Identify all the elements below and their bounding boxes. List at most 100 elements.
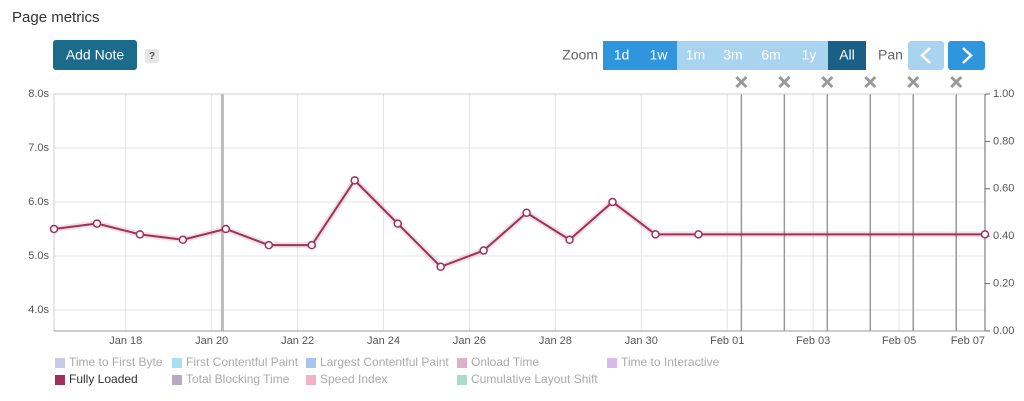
- remove-event-icon[interactable]: [907, 75, 920, 89]
- point-marker: [178, 235, 188, 245]
- y2-tick-label: 0.40: [993, 230, 1014, 242]
- remove-event-icon[interactable]: [735, 75, 748, 89]
- zoom-button-bg: [603, 41, 640, 70]
- legend-item[interactable]: Cumulative Layout Shift: [457, 372, 598, 386]
- legend-item[interactable]: Time to First Byte: [55, 355, 163, 369]
- legend-item[interactable]: Onload Time: [457, 355, 539, 369]
- point-marker: [393, 219, 402, 228]
- legend-swatch: [55, 375, 65, 385]
- line-shadow: [53, 175, 985, 271]
- remove-event-icon[interactable]: [864, 75, 877, 89]
- zoom-button-label: 3m: [723, 47, 742, 63]
- pan-left-bg: [908, 41, 944, 70]
- help-bg: [145, 49, 159, 63]
- y-tick-label: 8.0s: [28, 88, 49, 100]
- point-marker: [565, 235, 574, 245]
- x-tick-label: Jan 26: [453, 335, 486, 347]
- zoom-button[interactable]: All: [828, 41, 866, 70]
- zoom-button-label: 6m: [761, 47, 780, 63]
- legend-label: Time to First Byte: [69, 355, 163, 369]
- x-tick-label: Feb 01: [710, 335, 744, 347]
- pan-right[interactable]: [948, 41, 985, 70]
- y2-tick-label: 0.60: [993, 183, 1014, 195]
- point-marker: [980, 230, 990, 239]
- legend-label: Time to Interactive: [621, 355, 720, 369]
- legend-label: Speed Index: [320, 372, 387, 386]
- x-tick-label: Jan 30: [625, 335, 658, 347]
- point-marker: [608, 197, 617, 207]
- legend-label: Cumulative Layout Shift: [471, 372, 598, 386]
- zoom-button[interactable]: 1m: [677, 41, 714, 70]
- x-tick-label: Feb 03: [796, 335, 830, 347]
- point-marker: [92, 219, 102, 228]
- y-tick-label: 5.0s: [28, 250, 49, 262]
- zoom-button-label: All: [839, 47, 855, 63]
- button-bg: [53, 40, 137, 70]
- help-label: ?: [149, 51, 155, 62]
- pan-left[interactable]: [908, 41, 944, 70]
- zoom-label: Zoom: [562, 47, 598, 63]
- zoom-button[interactable]: 1y: [790, 41, 828, 70]
- button-label: Add Note: [66, 47, 125, 63]
- point-marker: [436, 262, 445, 272]
- zoom-button[interactable]: 3m: [714, 41, 752, 70]
- remove-event-icon[interactable]: [778, 75, 791, 89]
- point-marker: [522, 208, 531, 218]
- legend-item[interactable]: Fully Loaded: [55, 372, 138, 386]
- legend-label: Total Blocking Time: [186, 372, 290, 386]
- help-badge[interactable]: ?: [145, 49, 159, 63]
- remove-event-icon[interactable]: [821, 75, 834, 89]
- legend-label: Onload Time: [471, 355, 539, 369]
- legend-swatch: [457, 358, 467, 368]
- legend-item[interactable]: Time to Interactive: [607, 355, 720, 369]
- zoom-button-bg: [790, 41, 828, 70]
- zoom-button-label: 1d: [614, 47, 630, 63]
- legend-swatch: [306, 375, 316, 385]
- page-title: Page metrics: [12, 9, 100, 26]
- y2-tick-label: 0.80: [993, 135, 1014, 147]
- legend-label: First Contentful Paint: [186, 355, 299, 369]
- x-tick-label: Jan 22: [281, 335, 314, 347]
- arrow-icon: [920, 47, 931, 64]
- add-note-button[interactable]: Add Note: [53, 40, 137, 70]
- remove-event-icon[interactable]: [950, 75, 963, 89]
- legend-swatch: [172, 375, 182, 385]
- y2-tick-label: 0.00: [993, 325, 1014, 337]
- x-tick-label: Jan 18: [109, 335, 142, 347]
- pan-label: Pan: [878, 47, 903, 63]
- legend-swatch: [55, 358, 65, 368]
- y-tick-label: 4.0s: [28, 304, 49, 316]
- x-tick-label: Feb 05: [882, 335, 916, 347]
- zoom-button-label: 1m: [686, 47, 705, 63]
- point-marker: [350, 176, 359, 185]
- y-tick-label: 7.0s: [28, 142, 49, 154]
- x-tick-label: Jan 24: [367, 335, 400, 347]
- point-marker: [651, 230, 660, 239]
- x-tick-label: Jan 28: [539, 335, 572, 347]
- series-line: [53, 178, 985, 268]
- y-tick-label: 6.0s: [28, 196, 49, 208]
- point-marker: [479, 246, 488, 255]
- legend-item[interactable]: Speed Index: [306, 372, 387, 386]
- zoom-button-label: 1y: [802, 47, 817, 63]
- y2-tick-label: 1.00: [993, 88, 1014, 100]
- point-marker: [264, 240, 274, 250]
- zoom-button-bg: [640, 41, 677, 70]
- plot-border: [53, 93, 986, 332]
- zoom-button-bg: [752, 41, 790, 70]
- zoom-button[interactable]: 6m: [752, 41, 790, 70]
- point-marker: [49, 224, 59, 234]
- zoom-button-bg: [714, 41, 752, 70]
- zoom-button[interactable]: 1d: [603, 41, 640, 70]
- point-marker: [694, 230, 703, 239]
- zoom-button[interactable]: 1w: [640, 41, 677, 70]
- zoom-button-bg: [677, 41, 714, 70]
- x-tick-label: Jan 20: [195, 335, 228, 347]
- zoom-button-bg: [828, 41, 866, 70]
- arrow-icon: [962, 47, 973, 64]
- legend-item[interactable]: First Contentful Paint: [172, 355, 299, 369]
- legend-item[interactable]: Total Blocking Time: [172, 372, 290, 386]
- legend-swatch: [607, 358, 617, 368]
- legend-item[interactable]: Largest Contentful Paint: [306, 355, 449, 369]
- pan-right-bg: [948, 41, 985, 70]
